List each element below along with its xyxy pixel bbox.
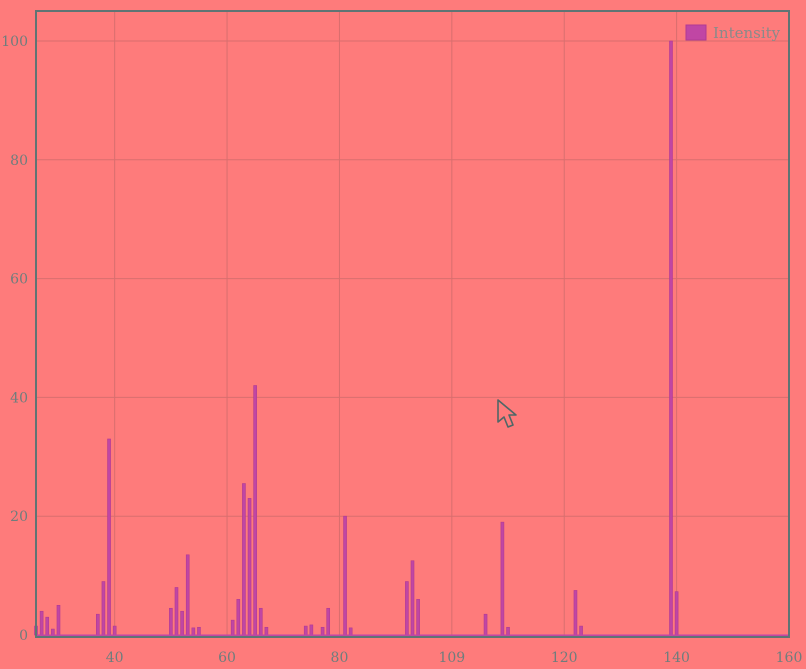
y-tick-label: 80 [10, 153, 28, 169]
intensity-bar [185, 554, 190, 636]
intensity-bar [56, 604, 61, 636]
intensity-bar [669, 40, 673, 636]
intensity-bar [258, 607, 263, 636]
intensity-bar [405, 581, 409, 636]
intensity-bar [51, 628, 55, 636]
intensity-bar [169, 607, 173, 636]
intensity-bar [579, 625, 583, 636]
x-tick-label: 109 [438, 650, 465, 666]
intensity-bars [34, 40, 789, 637]
intensity-bar [348, 627, 353, 636]
y-tick-label: 100 [1, 34, 28, 50]
plot-frame [35, 10, 790, 638]
intensity-bar [180, 610, 184, 636]
legend-label-intensity: Intensity [713, 24, 781, 42]
intensity-bar [230, 619, 235, 636]
intensity-bar [320, 626, 325, 636]
y-tick-label: 60 [10, 272, 28, 288]
legend: Intensity [685, 24, 781, 42]
intensity-bar [483, 613, 488, 636]
intensity-bar [107, 438, 111, 636]
intensity-bar [309, 624, 314, 636]
y-tick-label: 40 [10, 390, 28, 406]
intensity-bar [112, 625, 117, 636]
intensity-bar [39, 610, 44, 636]
y-tick-label: 0 [19, 628, 28, 644]
intensity-bar [253, 385, 257, 636]
intensity-bar [174, 587, 179, 636]
x-tick-label: 120 [551, 650, 578, 666]
x-tick-label: 80 [331, 650, 349, 666]
intensity-bar [326, 607, 331, 636]
x-tick-label: 40 [106, 650, 124, 666]
intensity-bar [197, 626, 201, 636]
intensity-bar [101, 581, 106, 636]
intensity-bar [247, 498, 252, 636]
grid-lines [36, 11, 790, 637]
intensity-bar [500, 521, 505, 636]
intensity-bar [242, 483, 246, 636]
intensity-bar [236, 599, 241, 636]
intensity-bar [674, 591, 679, 636]
x-tick-label: 160 [776, 650, 803, 666]
intensity-bar [410, 560, 415, 636]
intensity-bar [264, 626, 269, 636]
intensity-bar [96, 613, 100, 636]
intensity-bar [506, 626, 510, 636]
intensity-bar [191, 627, 196, 636]
x-tick-label: 140 [663, 650, 690, 666]
pointer-arrow-icon [497, 399, 517, 428]
axis-tick-labels: 0 20 40 60 80 100 40 60 80 109 120 140 160 [1, 34, 802, 666]
intensity-bar [45, 616, 50, 636]
baseline [36, 634, 789, 637]
y-tick-label: 20 [10, 509, 28, 525]
legend-swatch [685, 24, 707, 41]
intensity-bar [303, 625, 308, 636]
intensity-bar [573, 590, 578, 636]
intensity-bar [416, 599, 420, 636]
intensity-bar [343, 515, 347, 636]
x-tick-label: 60 [218, 650, 236, 666]
